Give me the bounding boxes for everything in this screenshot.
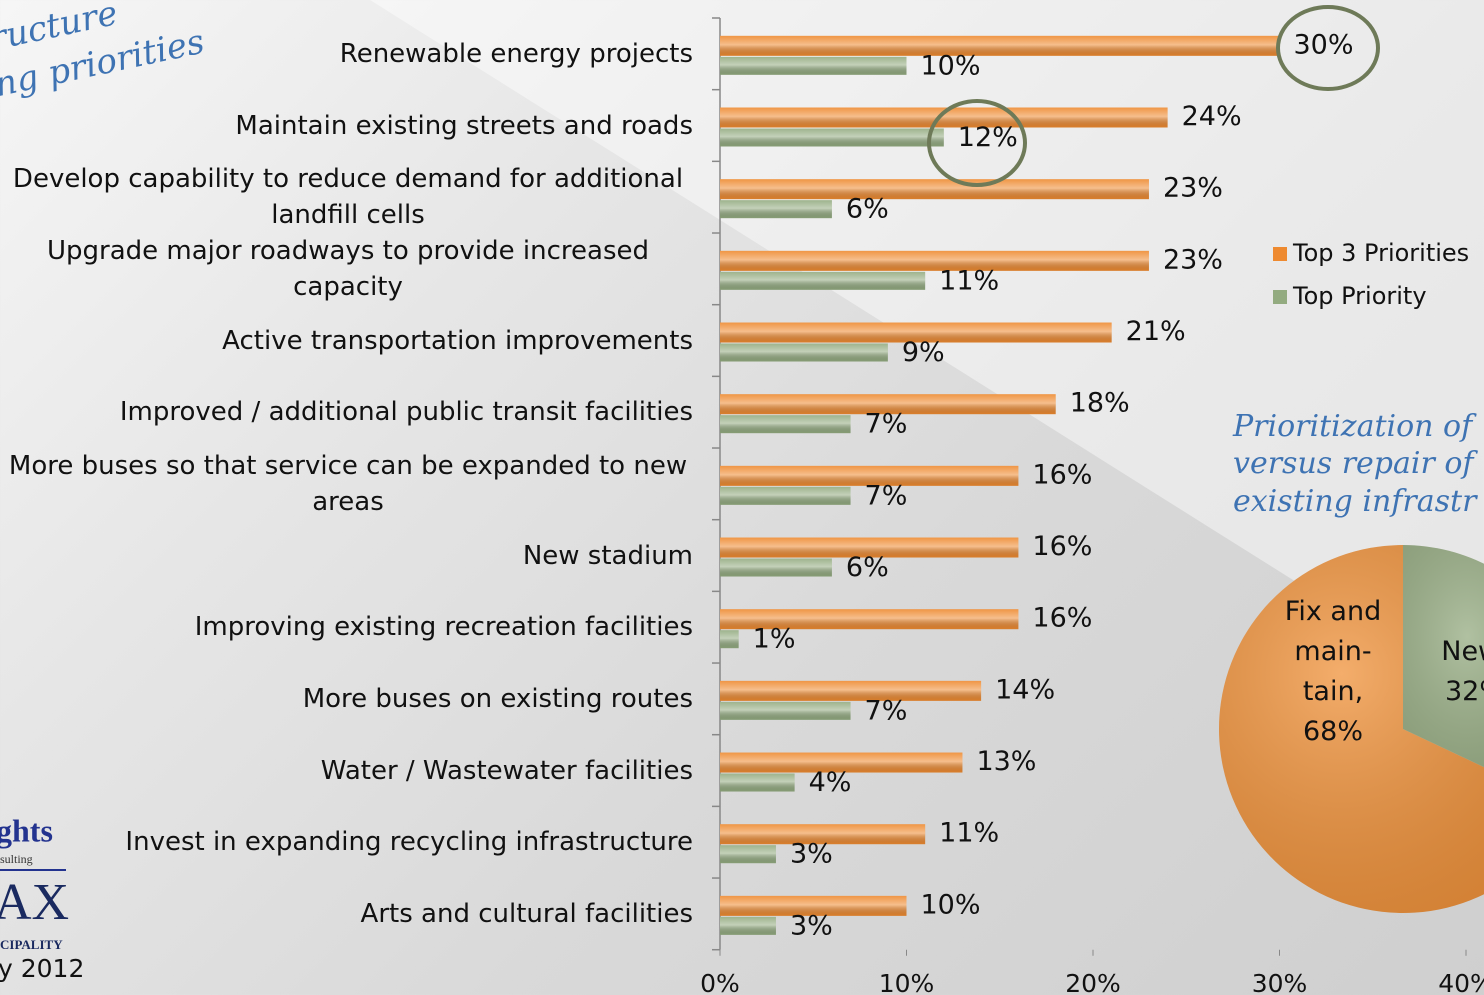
value-label: 16% — [1032, 603, 1092, 634]
pie-title: existing infrastr — [1233, 484, 1478, 519]
pie-title: Prioritization of — [1232, 409, 1477, 444]
category-label: Renewable energy projects — [339, 38, 693, 69]
annotation-circle — [1276, 5, 1380, 91]
bar-highlight — [720, 895, 907, 916]
category-label: More buses so that service can be expand… — [8, 450, 688, 517]
logo-text: AX — [0, 874, 69, 931]
x-tick-label: 0% — [700, 969, 740, 995]
bar-highlight — [720, 558, 832, 577]
logo-text: ghts — [0, 812, 53, 848]
value-label: 3% — [790, 910, 833, 941]
bar-highlight — [720, 128, 944, 147]
category-label: New stadium — [522, 540, 693, 571]
category-label: Invest in expanding recycling infrastruc… — [125, 827, 693, 858]
bar-highlight — [720, 35, 1280, 56]
bar-highlight — [720, 701, 851, 720]
value-label: 23% — [1163, 173, 1223, 204]
value-label: 9% — [902, 337, 945, 368]
logo-text: sulting — [0, 852, 33, 866]
bar-highlight — [720, 630, 739, 649]
bar-highlight — [720, 752, 963, 773]
value-label: 14% — [995, 674, 1055, 705]
bar-highlight — [720, 415, 851, 434]
value-label: 30% — [1294, 29, 1354, 60]
value-label: 6% — [846, 194, 889, 225]
x-tick-label: 30% — [1252, 969, 1308, 995]
background-highlight — [370, 0, 1484, 700]
pie-title: versus repair of — [1233, 446, 1478, 481]
pie-slice-shade — [1403, 545, 1484, 768]
value-label: 7% — [865, 695, 908, 726]
value-label: 23% — [1163, 244, 1223, 275]
value-label: 12% — [958, 122, 1018, 153]
value-label: 21% — [1126, 316, 1186, 347]
pie-label: Fix and main-tain, 68% — [1284, 596, 1382, 747]
bar-highlight — [720, 537, 1019, 558]
pie-slice-shade — [1219, 545, 1484, 913]
value-label: 16% — [1032, 531, 1092, 562]
bar-highlight — [720, 271, 926, 290]
value-label: 1% — [753, 624, 796, 655]
category-label: Upgrade major roadways to provide increa… — [47, 235, 649, 302]
category-label: Arts and cultural facilities — [360, 898, 693, 929]
category-label: Water / Wastewater facilities — [320, 755, 693, 786]
category-label: Develop capability to reduce demand for … — [12, 164, 684, 231]
legend-label: Top 3 Priorities — [1292, 239, 1469, 267]
value-label: 6% — [846, 552, 889, 583]
bar-highlight — [720, 107, 1168, 128]
date: y 2012 — [0, 954, 84, 983]
value-label: 11% — [939, 265, 999, 296]
value-label: 3% — [790, 839, 833, 870]
bar-highlight — [720, 916, 776, 935]
category-label: More buses on existing routes — [302, 683, 693, 714]
logo-text: CIPALITY — [0, 937, 63, 952]
x-tick-label: 20% — [1065, 969, 1121, 995]
value-label: 24% — [1182, 101, 1242, 132]
bar-highlight — [720, 845, 776, 864]
category-label: Active transportation improvements — [222, 325, 693, 356]
x-tick-label: 10% — [879, 969, 935, 995]
category-label: Maintain existing streets and roads — [235, 110, 693, 141]
bar-highlight — [720, 56, 907, 75]
legend-swatch — [1273, 247, 1287, 261]
bar-highlight — [720, 609, 1019, 630]
value-label: 7% — [865, 409, 908, 440]
legend-swatch — [1273, 290, 1287, 304]
value-label: 4% — [809, 767, 852, 798]
bar-highlight — [720, 343, 888, 362]
pie-label: New, 32% — [1441, 636, 1484, 707]
bar-highlight — [720, 824, 926, 845]
category-label: Improved / additional public transit fac… — [119, 397, 693, 428]
bar-highlight — [720, 394, 1056, 415]
value-label: 13% — [976, 746, 1036, 777]
value-label: 11% — [939, 818, 999, 849]
value-label: 18% — [1070, 388, 1130, 419]
annotation-circle — [927, 99, 1027, 187]
slide-title: ructure ng priorities — [0, 0, 208, 105]
bar-highlight — [720, 486, 851, 505]
bar-highlight — [720, 465, 1019, 486]
bar-highlight — [720, 179, 1149, 200]
value-label: 10% — [921, 889, 981, 920]
bar-highlight — [720, 680, 982, 701]
value-label: 10% — [921, 50, 981, 81]
value-label: 7% — [865, 480, 908, 511]
category-label: Improving existing recreation facilities — [194, 612, 693, 643]
bar-highlight — [720, 773, 795, 792]
legend-label: Top Priority — [1292, 282, 1427, 310]
bar-highlight — [720, 200, 832, 219]
bar-highlight — [720, 322, 1112, 343]
x-tick-label: 40% — [1438, 969, 1484, 995]
bar-highlight — [720, 250, 1149, 271]
value-label: 16% — [1032, 459, 1092, 490]
